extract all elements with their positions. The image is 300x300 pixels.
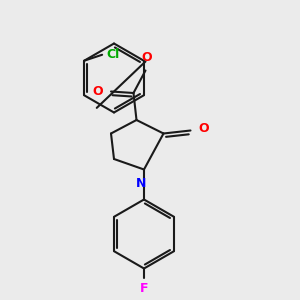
Text: N: N bbox=[136, 177, 146, 190]
Text: Cl: Cl bbox=[106, 48, 120, 61]
Text: O: O bbox=[92, 85, 103, 98]
Text: O: O bbox=[142, 51, 152, 64]
Text: O: O bbox=[198, 122, 208, 136]
Text: F: F bbox=[140, 282, 148, 295]
